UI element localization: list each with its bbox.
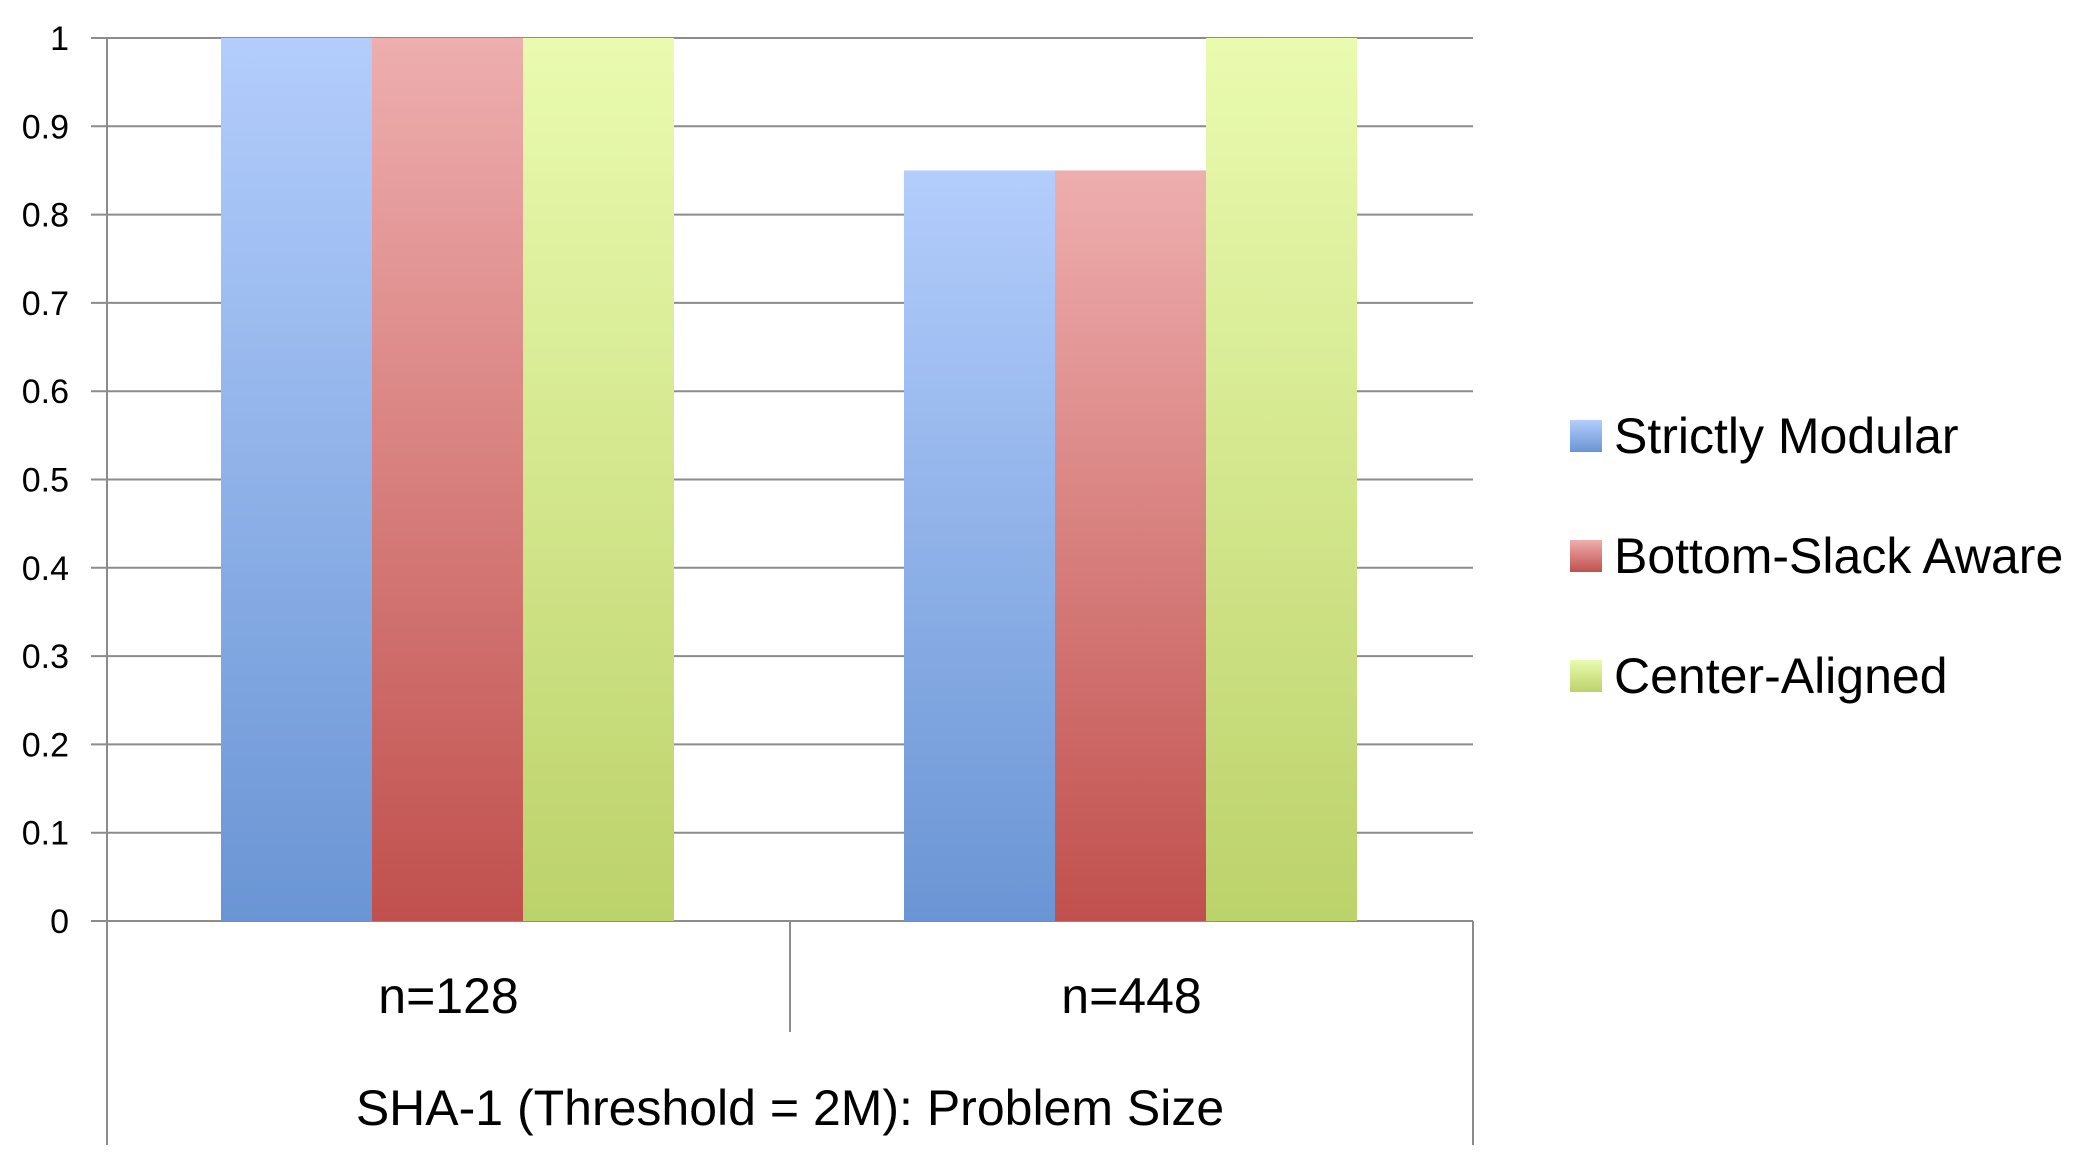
legend-label: Strictly Modular (1614, 408, 1959, 464)
y-tick-label: 0.8 (22, 197, 69, 235)
legend-item: Bottom-Slack Aware (1570, 528, 2063, 584)
axes (106, 38, 1474, 1145)
legend-swatch (1570, 540, 1602, 572)
y-tick-label: 0.2 (22, 726, 69, 764)
x-axis-title: SHA-1 (Threshold = 2M): Problem Size (356, 1080, 1224, 1136)
bar-center-aligned-n448 (1206, 38, 1357, 921)
y-tick-label: 0.3 (22, 638, 69, 676)
legend-item: Center-Aligned (1570, 648, 1948, 704)
legend-item: Strictly Modular (1570, 408, 1959, 464)
bar-strictly-modular-n128 (221, 38, 372, 921)
y-axis-ticks: 0 0.1 0.2 0.3 0.4 0.5 0.6 0.7 0.8 0.9 1 (22, 20, 69, 941)
y-tick-label: 0.9 (22, 108, 69, 146)
y-tick-label: 1 (50, 20, 69, 58)
legend-label: Bottom-Slack Aware (1614, 528, 2063, 584)
bars (221, 38, 1357, 921)
legend-label: Center-Aligned (1614, 648, 1948, 704)
y-tick-label: 0 (50, 903, 69, 941)
bar-bottom-slack-aware-n448 (1055, 170, 1206, 921)
x-category-label: n=128 (378, 968, 518, 1024)
y-tick-label: 0.1 (22, 815, 69, 853)
legend-swatch (1570, 660, 1602, 692)
x-axis-category-labels: n=128 n=448 (378, 968, 1201, 1024)
legend-swatch (1570, 420, 1602, 452)
x-category-label: n=448 (1061, 968, 1201, 1024)
legend: Strictly Modular Bottom-Slack Aware Center… (1570, 408, 2063, 704)
bar-strictly-modular-n448 (904, 170, 1055, 921)
bar-bottom-slack-aware-n128 (372, 38, 523, 921)
y-tick-label: 0.5 (22, 462, 69, 500)
y-tick-label: 0.4 (22, 550, 69, 588)
y-tick-label: 0.7 (22, 285, 69, 323)
bar-center-aligned-n128 (523, 38, 674, 921)
y-tick-label: 0.6 (22, 373, 69, 411)
